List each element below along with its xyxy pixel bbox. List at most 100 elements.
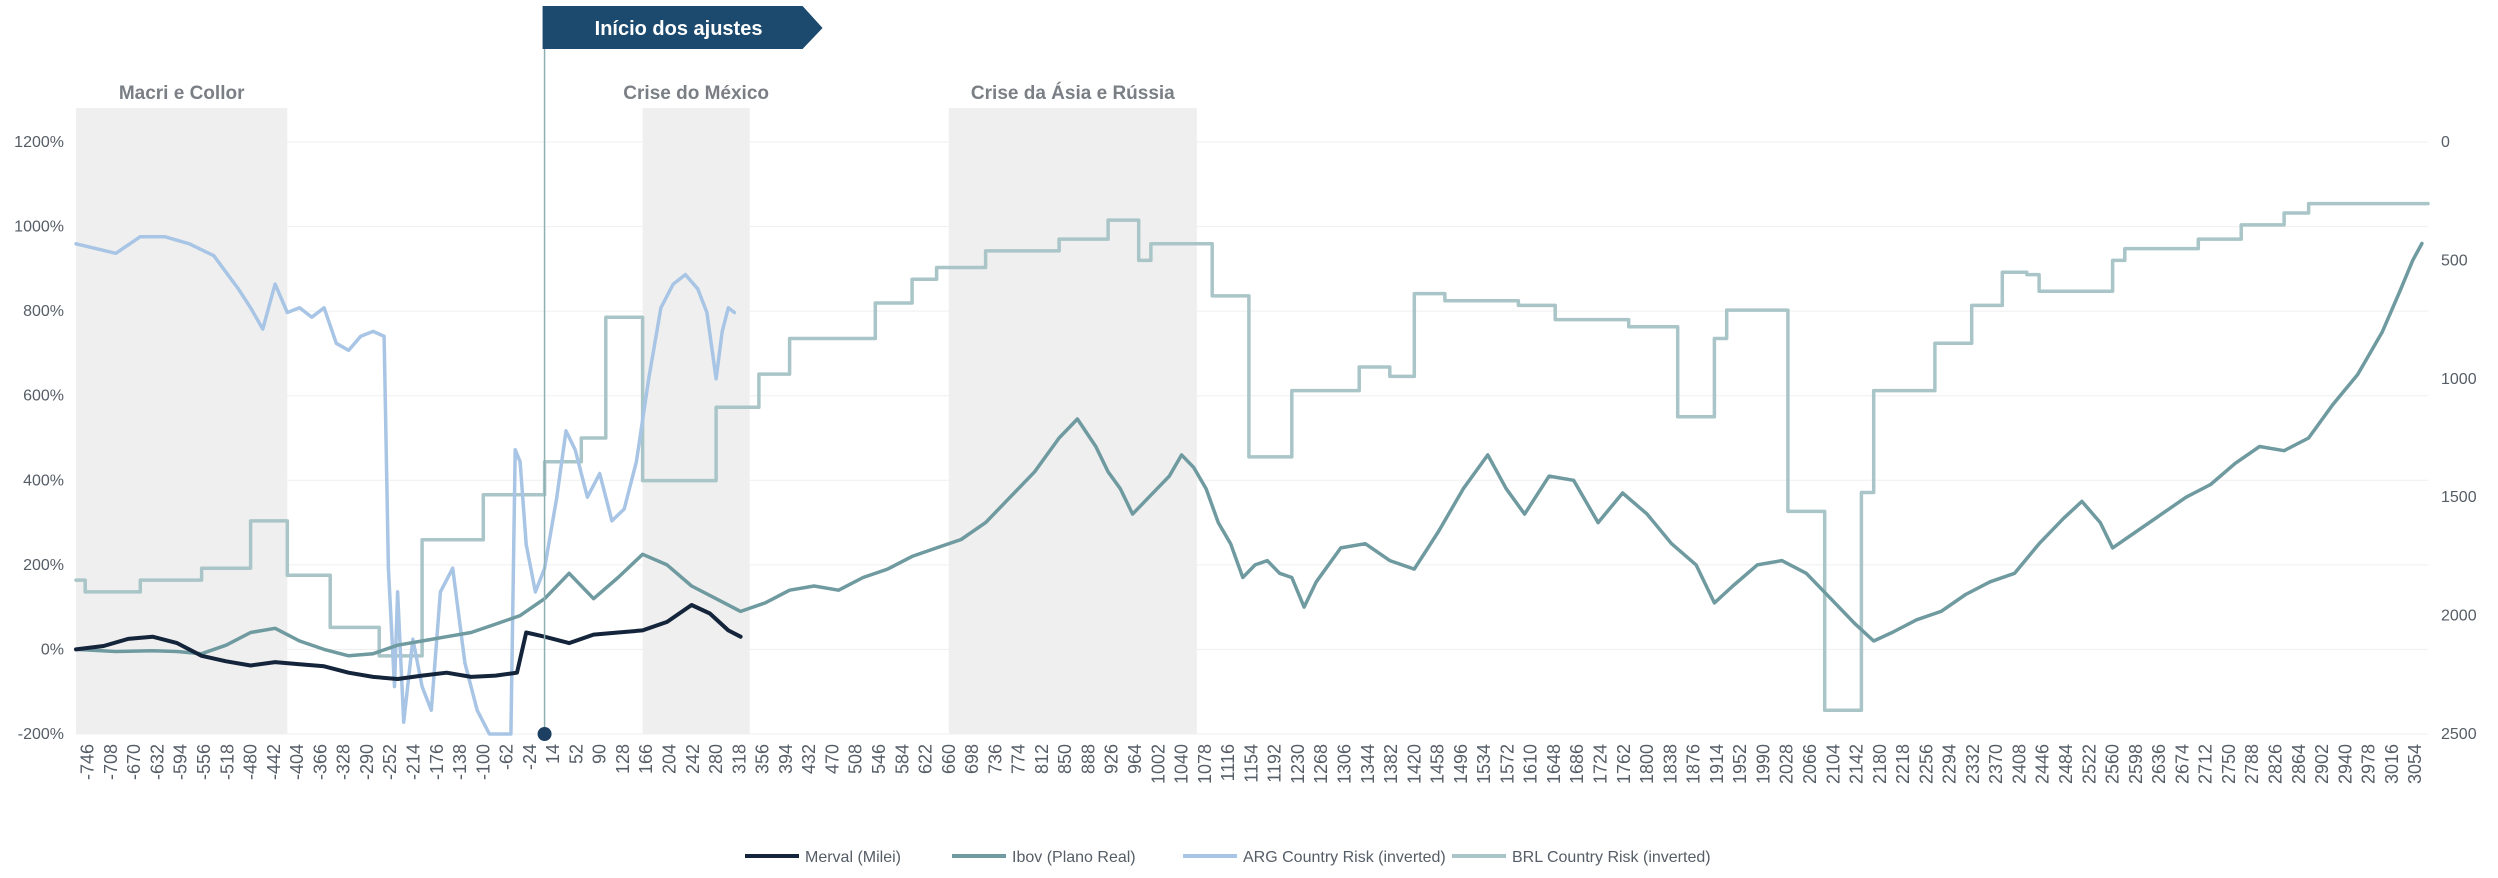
x-tick-label: 280 bbox=[706, 744, 726, 774]
x-tick-label: 2864 bbox=[2289, 744, 2309, 784]
x-tick-label: 470 bbox=[822, 744, 842, 774]
x-tick-label: -556 bbox=[194, 744, 214, 780]
x-tick-label: -404 bbox=[287, 744, 307, 780]
x-tick-label: 2370 bbox=[1986, 744, 2006, 784]
x-tick-label: 2104 bbox=[1823, 744, 1843, 784]
x-tick-label: 1876 bbox=[1684, 744, 1704, 784]
region-label-3: Crise da Ásia e Rússia bbox=[971, 82, 1175, 104]
x-tick-label: 394 bbox=[776, 744, 796, 774]
x-tick-label: -746 bbox=[78, 744, 98, 780]
x-tick-label: 1382 bbox=[1381, 744, 1401, 784]
x-tick-label: 2408 bbox=[2009, 744, 2029, 784]
x-tick-label: 1952 bbox=[1730, 744, 1750, 784]
x-tick-label: 1534 bbox=[1474, 744, 1494, 784]
x-tick-label: -214 bbox=[403, 744, 423, 780]
y-left-tick-label: 800% bbox=[23, 303, 64, 320]
x-tick-label: 1762 bbox=[1614, 744, 1634, 784]
x-tick-label: 622 bbox=[916, 744, 936, 774]
x-tick-label: 1724 bbox=[1591, 744, 1611, 784]
x-tick-label: 698 bbox=[962, 744, 982, 774]
x-tick-label: 1496 bbox=[1451, 744, 1471, 784]
x-tick-label: 3016 bbox=[2382, 744, 2402, 784]
x-tick-label: 1116 bbox=[1218, 744, 1238, 781]
x-tick-label: 1002 bbox=[1148, 744, 1168, 784]
x-tick-label: 1040 bbox=[1172, 744, 1192, 784]
x-tick-label: -708 bbox=[101, 744, 121, 780]
x-tick-label: -518 bbox=[217, 744, 237, 780]
x-tick-label: -176 bbox=[427, 744, 447, 780]
x-tick-label: 1648 bbox=[1544, 744, 1564, 784]
x-tick-label: -594 bbox=[171, 744, 191, 780]
x-tick-label: 2712 bbox=[2196, 744, 2216, 784]
shaded-region-1 bbox=[76, 108, 288, 734]
x-tick-label: 1192 bbox=[1265, 744, 1285, 783]
x-tick-label: -252 bbox=[380, 744, 400, 780]
x-tick-label: 14 bbox=[543, 744, 563, 764]
x-tick-label: 1610 bbox=[1521, 744, 1541, 784]
x-tick-label: 1990 bbox=[1753, 744, 1773, 784]
x-tick-label: 204 bbox=[660, 744, 680, 774]
legend-label-2: Ibov (Plano Real) bbox=[1012, 849, 1136, 866]
x-tick-label: 1078 bbox=[1195, 744, 1215, 784]
x-tick-label: 2598 bbox=[2126, 744, 2146, 784]
x-tick-label: 812 bbox=[1032, 744, 1052, 774]
x-tick-label: 888 bbox=[1078, 744, 1098, 774]
x-tick-label: 318 bbox=[729, 744, 749, 774]
x-tick-label: 1838 bbox=[1660, 744, 1680, 784]
y-right-tick-label: 1500 bbox=[2441, 489, 2477, 506]
x-tick-label: 2674 bbox=[2172, 744, 2192, 784]
x-tick-label: 1230 bbox=[1288, 744, 1308, 784]
x-tick-label: 926 bbox=[1102, 744, 1122, 774]
x-tick-label: -138 bbox=[450, 744, 470, 780]
x-tick-label: 2484 bbox=[2056, 744, 2076, 784]
x-tick-label: 2940 bbox=[2335, 744, 2355, 784]
x-tick-label: -328 bbox=[334, 744, 354, 780]
x-tick-label: 2750 bbox=[2219, 744, 2239, 784]
x-tick-label: 2560 bbox=[2103, 744, 2123, 784]
x-tick-label: 1800 bbox=[1637, 744, 1657, 784]
y-left-tick-label: 400% bbox=[23, 472, 64, 489]
event-banner bbox=[542, 6, 823, 49]
x-tick-label: 736 bbox=[985, 744, 1005, 774]
x-tick-label: 2788 bbox=[2242, 744, 2262, 784]
shaded-region-3 bbox=[948, 108, 1197, 734]
legend-label-4: BRL Country Risk (inverted) bbox=[1512, 849, 1711, 866]
event-marker: Início dos ajustes bbox=[537, 6, 823, 741]
x-tick-label: -62 bbox=[497, 744, 517, 770]
series-line-1 bbox=[74, 603, 743, 681]
x-tick-label: 546 bbox=[869, 744, 889, 774]
x-tick-label: -442 bbox=[264, 744, 284, 780]
x-tick-label: 432 bbox=[799, 744, 819, 774]
y-left-tick-label: 1200% bbox=[14, 134, 64, 151]
x-tick-label: 1686 bbox=[1567, 744, 1587, 784]
shaded-region-2 bbox=[642, 108, 750, 734]
y-left-tick-label: 0% bbox=[41, 641, 64, 658]
x-tick-label: 2978 bbox=[2359, 744, 2379, 784]
x-tick-label: 1344 bbox=[1358, 744, 1378, 784]
y-right-tick-label: 500 bbox=[2441, 252, 2468, 269]
x-tick-label: -24 bbox=[520, 744, 540, 770]
x-tick-label: 3054 bbox=[2405, 744, 2425, 784]
y-right-tick-label: 2500 bbox=[2441, 726, 2477, 743]
x-tick-label: 1154 bbox=[1241, 744, 1261, 783]
x-tick-label: 2028 bbox=[1777, 744, 1797, 784]
x-tick-label: -480 bbox=[241, 744, 261, 780]
x-tick-label: 2180 bbox=[1870, 744, 1890, 784]
shaded-regions: Macri e Collor Crise do México Crise da Ás… bbox=[76, 82, 1197, 734]
axes: -200% 0% 200% 400% 600% 800% 1000% 1200% 0 500 100… bbox=[14, 134, 2477, 784]
x-tick-label: -100 bbox=[473, 744, 493, 780]
y-left-tick-label: -200% bbox=[18, 726, 64, 743]
x-tick-label: 2332 bbox=[1963, 744, 1983, 784]
series-line-4 bbox=[74, 201, 2430, 713]
legend-label-1: Merval (Milei) bbox=[805, 849, 901, 866]
event-dot bbox=[537, 727, 552, 741]
x-tick-label: 52 bbox=[566, 744, 586, 764]
x-tick-label: 508 bbox=[846, 744, 866, 774]
x-tick-label: 1306 bbox=[1334, 744, 1354, 784]
x-tick-label: 128 bbox=[613, 744, 633, 774]
x-tick-label: 2636 bbox=[2149, 744, 2169, 784]
event-banner-label: Início dos ajustes bbox=[595, 18, 763, 40]
x-tick-label: -366 bbox=[310, 744, 330, 780]
x-tick-label: 356 bbox=[753, 744, 773, 774]
